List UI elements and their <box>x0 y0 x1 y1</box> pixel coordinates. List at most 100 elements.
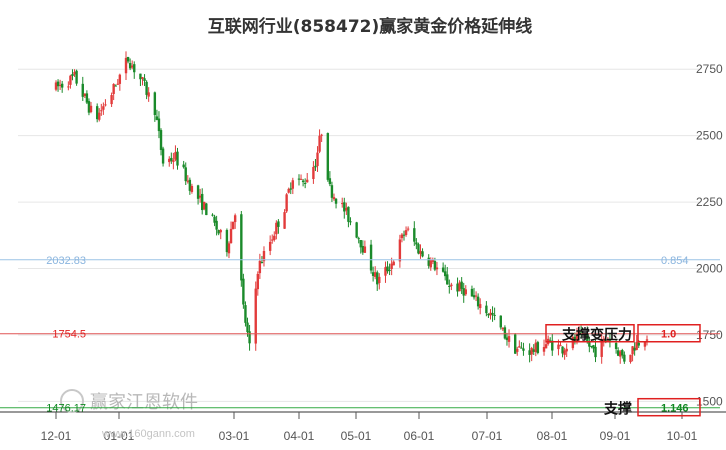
candle-body <box>551 340 554 351</box>
x-tick-label: 07-01 <box>472 429 503 443</box>
candle-body <box>404 230 408 235</box>
candle-body <box>443 271 447 277</box>
candle-body <box>390 263 393 269</box>
chart-title: 互联网行业(858472)赢家黄金价格延伸线 <box>208 16 533 37</box>
candle-body <box>73 71 76 75</box>
candle-body <box>198 195 202 198</box>
candle-body <box>501 327 505 330</box>
candle-body <box>643 342 647 347</box>
candle-body <box>174 152 177 160</box>
candle-body <box>71 74 74 76</box>
candle-body <box>215 220 218 230</box>
x-tick-label: 09-01 <box>600 429 631 443</box>
candle-body <box>104 104 107 106</box>
candle-body <box>633 347 636 351</box>
candle-body <box>369 244 373 271</box>
candle-body <box>363 246 367 253</box>
candle-body <box>85 93 89 103</box>
candle-body <box>561 346 564 354</box>
candle-body <box>203 201 206 210</box>
candle-body <box>474 295 478 297</box>
candle-body <box>320 134 323 136</box>
candle-body <box>147 92 150 97</box>
candle-body <box>242 278 245 305</box>
candle-body <box>631 346 634 355</box>
candle-body <box>254 288 257 344</box>
candle-body <box>579 332 583 334</box>
candle-body <box>464 289 467 295</box>
candle-body <box>256 273 260 290</box>
watermark-brand: 赢家江恩软件 <box>90 391 198 413</box>
candle-body <box>297 178 301 180</box>
candle-body <box>522 348 525 351</box>
candle-body <box>355 222 358 238</box>
candle-body <box>429 260 432 268</box>
candle-body <box>75 70 78 84</box>
candle-body <box>392 261 395 266</box>
candle-body <box>485 305 488 314</box>
candle-body <box>326 133 330 180</box>
candle-body <box>505 337 509 341</box>
candle-body <box>81 83 84 97</box>
candle-body <box>201 193 204 211</box>
candle-body <box>534 342 537 353</box>
watermark-url: www.160gann.com <box>101 428 195 440</box>
candle-body <box>67 86 70 88</box>
x-tick-label: 04-01 <box>284 429 315 443</box>
candle-body <box>161 148 165 164</box>
level-annotation: 支撑变压力 <box>561 327 632 344</box>
candle-body <box>386 266 389 272</box>
candle-body <box>450 284 453 287</box>
candle-body <box>114 85 117 87</box>
candle-body <box>616 350 620 356</box>
candle-body <box>100 110 103 112</box>
candle-body <box>277 221 280 227</box>
candle-body <box>332 197 336 200</box>
candle-body <box>87 101 91 113</box>
level-ratio-label: 1.146 <box>661 403 689 415</box>
x-tick-label: 01-01 <box>104 429 135 443</box>
candle-body <box>205 203 208 216</box>
candle-body <box>345 207 348 211</box>
candle-body <box>145 81 148 95</box>
candle-body <box>58 84 62 86</box>
candle-body <box>240 214 243 281</box>
grid <box>18 68 700 402</box>
candle-body <box>476 296 480 307</box>
candle-body <box>182 164 185 168</box>
candle-body <box>359 240 362 248</box>
candle-body <box>563 350 566 355</box>
candle-body <box>571 336 575 349</box>
candle-body <box>487 313 490 316</box>
candle-body <box>575 334 579 342</box>
candle-body <box>606 339 610 342</box>
candle-body <box>604 340 608 342</box>
candle-body <box>246 322 249 333</box>
candle-body <box>341 203 344 205</box>
candle-body <box>312 166 315 180</box>
candle-body <box>419 250 422 255</box>
candle-body <box>260 262 264 264</box>
candle-body <box>470 288 474 297</box>
candle-body <box>159 130 163 150</box>
candle-body <box>557 344 560 350</box>
level-annotation: 支撑 <box>603 401 632 418</box>
candle-body <box>188 179 192 191</box>
candle-body <box>472 295 476 298</box>
candle-body <box>196 185 200 199</box>
candle-body <box>289 188 292 190</box>
candle-body <box>95 106 99 120</box>
levels: 2032.83 0.854 1754.5 1.0 支撑变压力 1476.17 1.146 支撑 <box>0 255 720 418</box>
candle-body <box>343 202 346 212</box>
candle-body <box>413 228 416 242</box>
candle-body <box>427 257 430 266</box>
x-tick-label: 10-01 <box>667 429 698 443</box>
candle-body <box>118 74 122 84</box>
candle-body <box>285 194 288 212</box>
candle-body <box>291 180 295 189</box>
candle-body <box>303 182 307 184</box>
candle-body <box>83 93 87 96</box>
candle-body <box>262 251 266 262</box>
candle-body <box>89 105 93 113</box>
